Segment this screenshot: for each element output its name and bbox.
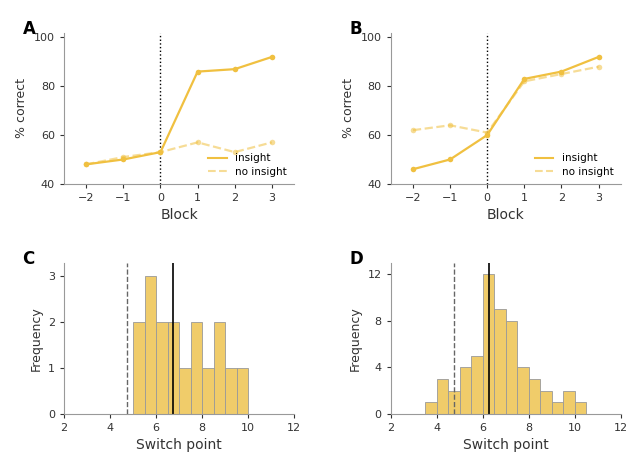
Bar	[563, 391, 575, 414]
Bar	[425, 402, 436, 414]
Text: B: B	[349, 20, 362, 39]
Bar	[214, 322, 225, 414]
Y-axis label: Frequency: Frequency	[29, 306, 42, 371]
Bar	[156, 322, 168, 414]
Bar	[483, 274, 494, 414]
Bar	[133, 322, 145, 414]
Bar	[506, 321, 517, 414]
Bar	[237, 368, 248, 414]
Bar	[575, 402, 586, 414]
Bar	[460, 367, 471, 414]
Bar	[448, 391, 460, 414]
Bar	[168, 322, 179, 414]
Bar	[540, 391, 552, 414]
Y-axis label: % correct: % correct	[342, 78, 355, 138]
Text: C: C	[22, 251, 35, 268]
Y-axis label: % correct: % correct	[15, 78, 28, 138]
Bar	[552, 402, 563, 414]
Bar	[225, 368, 237, 414]
Bar	[517, 367, 529, 414]
Legend: insight, no insight: insight, no insight	[206, 152, 289, 179]
X-axis label: Block: Block	[487, 208, 525, 222]
Bar	[202, 368, 214, 414]
Text: A: A	[22, 20, 35, 39]
Bar	[436, 379, 448, 414]
Y-axis label: Frequency: Frequency	[349, 306, 362, 371]
Bar	[191, 322, 202, 414]
Text: D: D	[349, 251, 363, 268]
Bar	[179, 368, 191, 414]
X-axis label: Block: Block	[160, 208, 198, 222]
Legend: insight, no insight: insight, no insight	[532, 152, 616, 179]
Bar	[471, 356, 483, 414]
Bar	[529, 379, 540, 414]
Bar	[494, 309, 506, 414]
Bar	[145, 276, 156, 414]
X-axis label: Switch point: Switch point	[463, 438, 548, 452]
X-axis label: Switch point: Switch point	[136, 438, 222, 452]
